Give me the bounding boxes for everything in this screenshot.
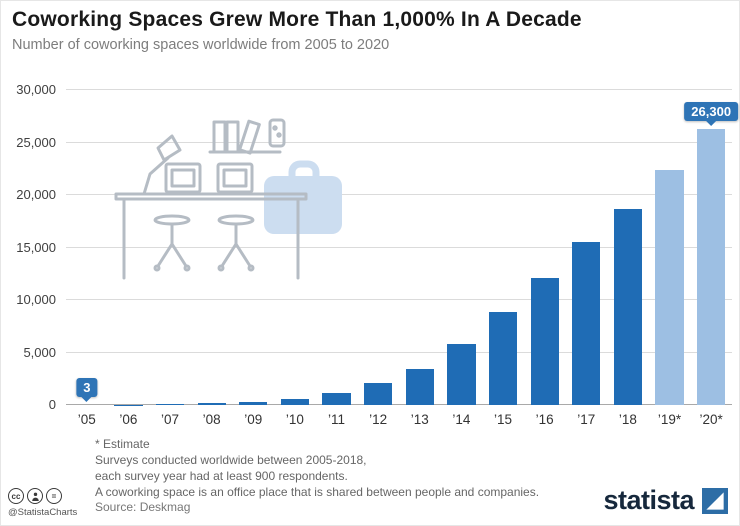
person-glyph bbox=[31, 492, 39, 501]
cc-icon: cc bbox=[8, 488, 24, 504]
license-block: cc = @StatistaCharts bbox=[8, 488, 88, 518]
footnote-definition: A coworking space is an office place tha… bbox=[95, 485, 540, 499]
bar-slot bbox=[149, 90, 191, 405]
statista-logo-icon bbox=[702, 487, 728, 514]
bar-slot bbox=[482, 90, 524, 405]
bar-19 bbox=[655, 169, 684, 405]
bar-slot bbox=[357, 90, 399, 405]
bar-slot bbox=[191, 90, 233, 405]
x-axis: ’05 ’06 ’07 ’08 ’09 ’10 ’11 ’12 ’13 ’14 ’15 ’16 ’17 ’… bbox=[66, 405, 732, 431]
gridline bbox=[66, 89, 732, 90]
x-tick-label: ’07 bbox=[161, 412, 180, 427]
bar-08 bbox=[197, 403, 226, 405]
footnote-estimate: * Estimate bbox=[95, 437, 150, 451]
bars-container: 3 26,300 bbox=[66, 90, 739, 405]
page-title: Coworking Spaces Grew More Than 1,000% I… bbox=[12, 8, 582, 31]
bar-10 bbox=[280, 398, 310, 405]
bar-09 bbox=[239, 401, 268, 405]
gridline bbox=[66, 351, 732, 353]
x-tick-label: ’15 bbox=[494, 412, 513, 427]
bar-chart: 0 5,000 10,000 15,000 20,000 25,000 30,000 bbox=[8, 82, 739, 431]
y-tick-label: 15,000 bbox=[16, 239, 56, 255]
bar-slot bbox=[399, 90, 441, 405]
footnote-survey-2: each survey year had at least 900 respon… bbox=[95, 469, 348, 483]
bar-slot bbox=[233, 90, 275, 405]
bar-slot bbox=[441, 90, 483, 405]
x-tick-label: ’16 bbox=[535, 412, 554, 427]
gridline bbox=[66, 246, 732, 248]
bar-07 bbox=[155, 404, 185, 405]
x-tick-label: ’12 bbox=[369, 412, 388, 427]
bar-14 bbox=[447, 344, 476, 405]
x-tick-label: ’17 bbox=[577, 412, 596, 427]
x-tick-label: ’18 bbox=[618, 412, 637, 427]
x-tick-label: ’05 bbox=[77, 412, 96, 427]
bar-slot bbox=[274, 90, 316, 405]
x-tick-label: ’11 bbox=[328, 412, 346, 427]
gridline bbox=[66, 141, 732, 143]
attribution-icon bbox=[27, 488, 43, 504]
statista-wordmark: statista bbox=[603, 485, 694, 515]
bar-18 bbox=[613, 208, 643, 405]
gridline bbox=[66, 404, 732, 405]
bar-16 bbox=[530, 277, 559, 405]
x-tick-label: ’10 bbox=[285, 412, 304, 427]
bar-17 bbox=[572, 242, 601, 405]
x-tick-label: ’09 bbox=[244, 412, 263, 427]
x-tick-label: ’06 bbox=[119, 412, 138, 427]
bar-slot bbox=[316, 90, 358, 405]
gridline bbox=[66, 299, 732, 300]
footnote-survey-1: Surveys conducted worldwide between 2005… bbox=[95, 453, 367, 467]
y-tick-label: 30,000 bbox=[16, 82, 56, 97]
x-tick-label: ’08 bbox=[202, 412, 221, 427]
gridline bbox=[66, 194, 732, 195]
y-tick-label: 25,000 bbox=[16, 134, 56, 150]
bar-slot: 26,300 bbox=[684, 90, 739, 405]
bar-13 bbox=[405, 369, 434, 405]
source-label: Source: Deskmag bbox=[95, 500, 191, 514]
bar-slot: 3 bbox=[66, 90, 108, 405]
y-tick-label: 5,000 bbox=[23, 344, 56, 360]
bar-slot bbox=[524, 90, 566, 405]
bar-slot bbox=[649, 90, 691, 405]
bar-11 bbox=[322, 393, 351, 405]
page-subtitle: Number of coworking spaces worldwide fro… bbox=[12, 37, 390, 53]
bar-20 bbox=[697, 128, 726, 405]
footnotes: * Estimate Surveys conducted worldwide b… bbox=[95, 436, 539, 500]
y-tick-label: 10,000 bbox=[16, 292, 56, 308]
value-badge: 26,300 bbox=[684, 101, 739, 121]
no-derivatives-icon: = bbox=[46, 488, 62, 504]
y-tick-label: 0 bbox=[48, 397, 56, 412]
x-tick-label: ’14 bbox=[452, 412, 471, 427]
license-icons: cc = bbox=[8, 488, 88, 504]
x-tick-label: ’19* bbox=[657, 412, 682, 427]
bar-15 bbox=[488, 311, 518, 405]
header: Coworking Spaces Grew More Than 1,000% I… bbox=[0, 0, 740, 53]
y-axis: 0 5,000 10,000 15,000 20,000 25,000 30,000 bbox=[8, 82, 66, 412]
plot-area: 3 26,300 bbox=[66, 89, 739, 405]
bar-slot bbox=[566, 90, 608, 405]
statista-logo: statista bbox=[603, 485, 728, 516]
x-tick-label: ’20* bbox=[699, 412, 723, 427]
bar-slot bbox=[108, 90, 150, 405]
y-tick-label: 20,000 bbox=[16, 187, 56, 203]
x-tick-label: ’13 bbox=[410, 412, 429, 427]
value-badge: 3 bbox=[76, 377, 98, 397]
statista-charts-handle: @StatistaCharts bbox=[8, 507, 78, 518]
bar-12 bbox=[364, 383, 393, 405]
bar-slot bbox=[607, 90, 649, 405]
